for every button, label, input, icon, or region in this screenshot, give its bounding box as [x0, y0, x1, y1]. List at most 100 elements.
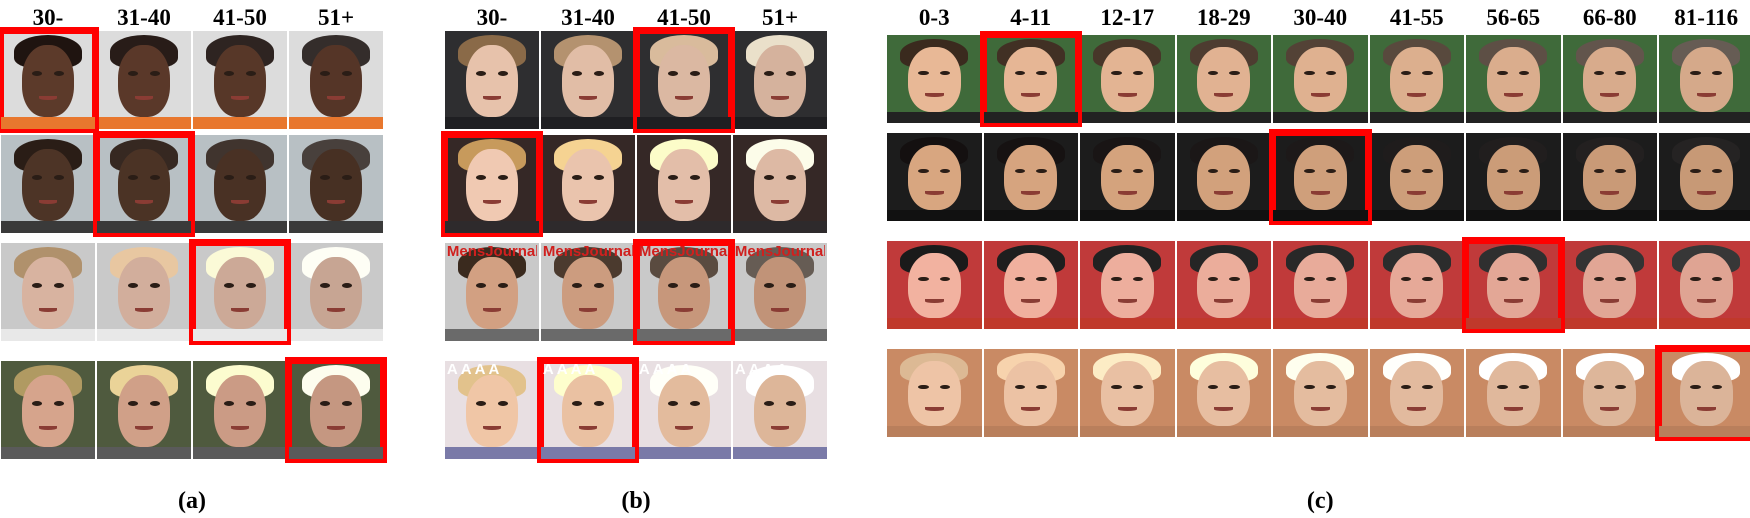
- face-image: [1079, 132, 1176, 222]
- clothing: [1273, 210, 1368, 221]
- face-image: [886, 240, 983, 330]
- input-face-highlight: [1269, 129, 1372, 225]
- age-group-label: 41-50: [657, 5, 711, 30]
- face-image: [288, 30, 384, 130]
- eye: [1518, 71, 1530, 76]
- face: [1197, 145, 1251, 211]
- face-image: [982, 348, 1079, 438]
- eye: [1690, 385, 1701, 390]
- mouth: [1600, 191, 1620, 195]
- face-image: [886, 34, 983, 124]
- face-image: [192, 360, 288, 460]
- face-row: [0, 131, 384, 237]
- eye: [785, 71, 796, 77]
- mouth: [924, 299, 944, 303]
- clothing: [289, 329, 383, 341]
- magazine-masthead: MensJournal: [734, 243, 826, 260]
- face-image: [1079, 34, 1176, 124]
- eye: [245, 401, 256, 407]
- age-group-header: 30- 31-40 41-50 51+: [0, 4, 384, 32]
- face-image: [1175, 132, 1272, 222]
- face: [561, 374, 615, 448]
- clothing: [193, 329, 287, 341]
- face-image: [96, 360, 192, 460]
- clothing: [733, 329, 827, 341]
- eye: [32, 175, 43, 181]
- clothing: [289, 447, 383, 459]
- magazine-masthead: A A A A: [542, 361, 596, 378]
- eye: [918, 277, 929, 282]
- clothing: [1080, 210, 1175, 221]
- input-face-highlight: [1462, 237, 1565, 333]
- eye: [1497, 169, 1508, 174]
- eye: [1325, 385, 1337, 390]
- face: [1486, 361, 1540, 427]
- magazine-masthead: MensJournal: [446, 243, 538, 260]
- clothing: [1369, 318, 1464, 329]
- face: [213, 374, 267, 448]
- clothing: [1659, 318, 1750, 329]
- face-image: [192, 30, 288, 130]
- clothing: [1562, 210, 1657, 221]
- face: [1100, 361, 1154, 427]
- age-group-label: 4-11: [1010, 5, 1052, 30]
- face: [907, 253, 961, 319]
- face: [1293, 361, 1347, 427]
- eye: [1304, 169, 1315, 174]
- clothing: [1273, 112, 1368, 123]
- clothing: [1176, 112, 1271, 123]
- panel-caption: (c): [1306, 488, 1334, 514]
- eye: [918, 385, 929, 390]
- clothing: [1176, 210, 1271, 221]
- clothing: [289, 221, 383, 233]
- clothing: [445, 117, 539, 129]
- eye: [476, 283, 487, 289]
- eye: [918, 169, 929, 174]
- eye: [1593, 277, 1605, 282]
- magazine-masthead: A A A A: [734, 361, 788, 378]
- eye: [1422, 277, 1433, 282]
- face: [213, 256, 267, 330]
- eye: [245, 71, 256, 77]
- eye: [1207, 71, 1219, 76]
- mouth: [1600, 299, 1620, 303]
- eye: [785, 283, 796, 289]
- face-image: [540, 30, 636, 130]
- eye: [53, 175, 64, 181]
- face-image: MensJournal: [732, 242, 828, 342]
- mouth: [578, 425, 598, 430]
- clothing: [1, 329, 95, 341]
- clothing: [445, 221, 539, 233]
- eye: [53, 71, 64, 77]
- eye: [572, 401, 583, 407]
- face: [1583, 47, 1637, 113]
- eye: [341, 71, 352, 77]
- age-group-label: 51+: [317, 5, 355, 30]
- clothing: [1466, 318, 1561, 329]
- clothing: [1466, 112, 1561, 123]
- face: [1486, 253, 1540, 319]
- eye: [764, 71, 775, 77]
- eye: [764, 175, 775, 181]
- eye: [1304, 277, 1315, 282]
- eye: [1207, 277, 1219, 282]
- eye: [939, 385, 951, 390]
- eye: [224, 401, 235, 407]
- mouth: [326, 95, 346, 100]
- panel-caption: (a): [178, 488, 206, 514]
- eye: [1132, 385, 1144, 390]
- face-image: [1658, 132, 1750, 222]
- mouth: [482, 425, 502, 430]
- eye: [1615, 71, 1626, 76]
- eye: [1497, 71, 1508, 76]
- eye: [53, 283, 64, 289]
- clothing: [541, 447, 635, 459]
- eye: [1400, 277, 1412, 282]
- clothing: [733, 447, 827, 459]
- eye: [668, 283, 679, 289]
- mouth: [1021, 407, 1041, 411]
- input-face-highlight: [285, 357, 387, 463]
- mouth: [1117, 299, 1137, 303]
- mouth: [1214, 191, 1234, 195]
- age-group-label: 30-: [476, 5, 508, 30]
